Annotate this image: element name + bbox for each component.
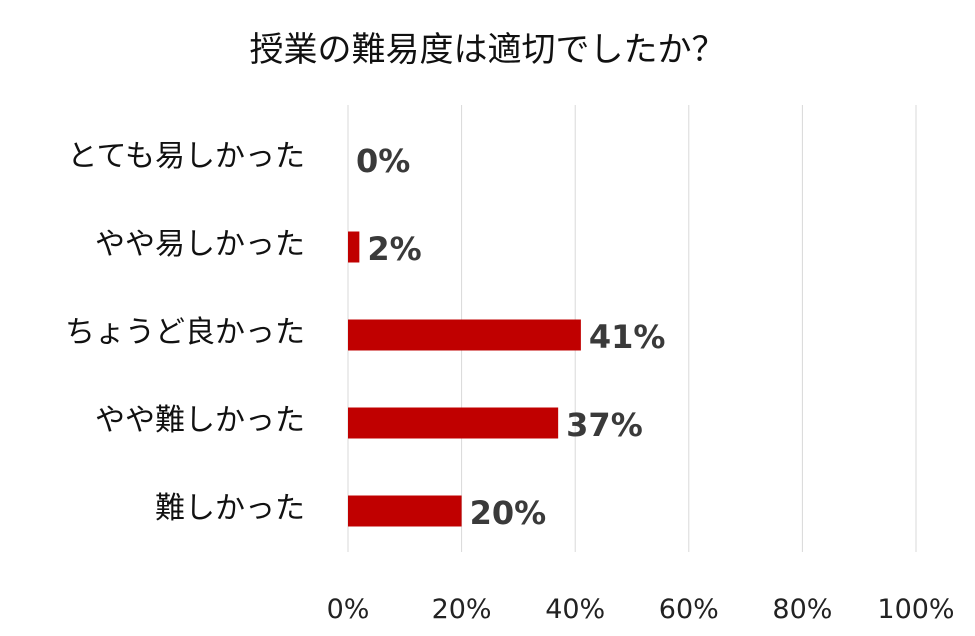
chart-title: 授業の難易度は適切でしたか？ [249,30,726,70]
category-label: 難しかった [155,491,305,526]
data-label: 2% [367,230,421,268]
bars [348,231,581,527]
category-label: ちょうど良かった [65,315,305,350]
data-label: 20% [470,494,547,532]
data-label: 41% [589,318,666,356]
x-tick-label: 100% [877,594,954,625]
x-tick-label: 60% [659,594,719,625]
x-tick-label: 40% [545,594,605,625]
data-label: 0% [356,142,410,180]
bar [348,231,360,263]
data-label: 37% [566,406,643,444]
bar [348,495,462,527]
category-label: とても易しかった [67,139,305,174]
x-tick-label: 20% [432,594,492,625]
labels: 0% 20% 40% 60% 80% 100% とても易しかった 0% やや易しかった 2% ちょう… [65,139,955,625]
x-tick-label: 80% [772,594,832,625]
category-label: やや難しかった [95,403,305,438]
x-tick-label: 0% [327,594,370,625]
category-label: やや易しかった [95,227,305,262]
bar [348,407,559,439]
bar [348,319,581,351]
